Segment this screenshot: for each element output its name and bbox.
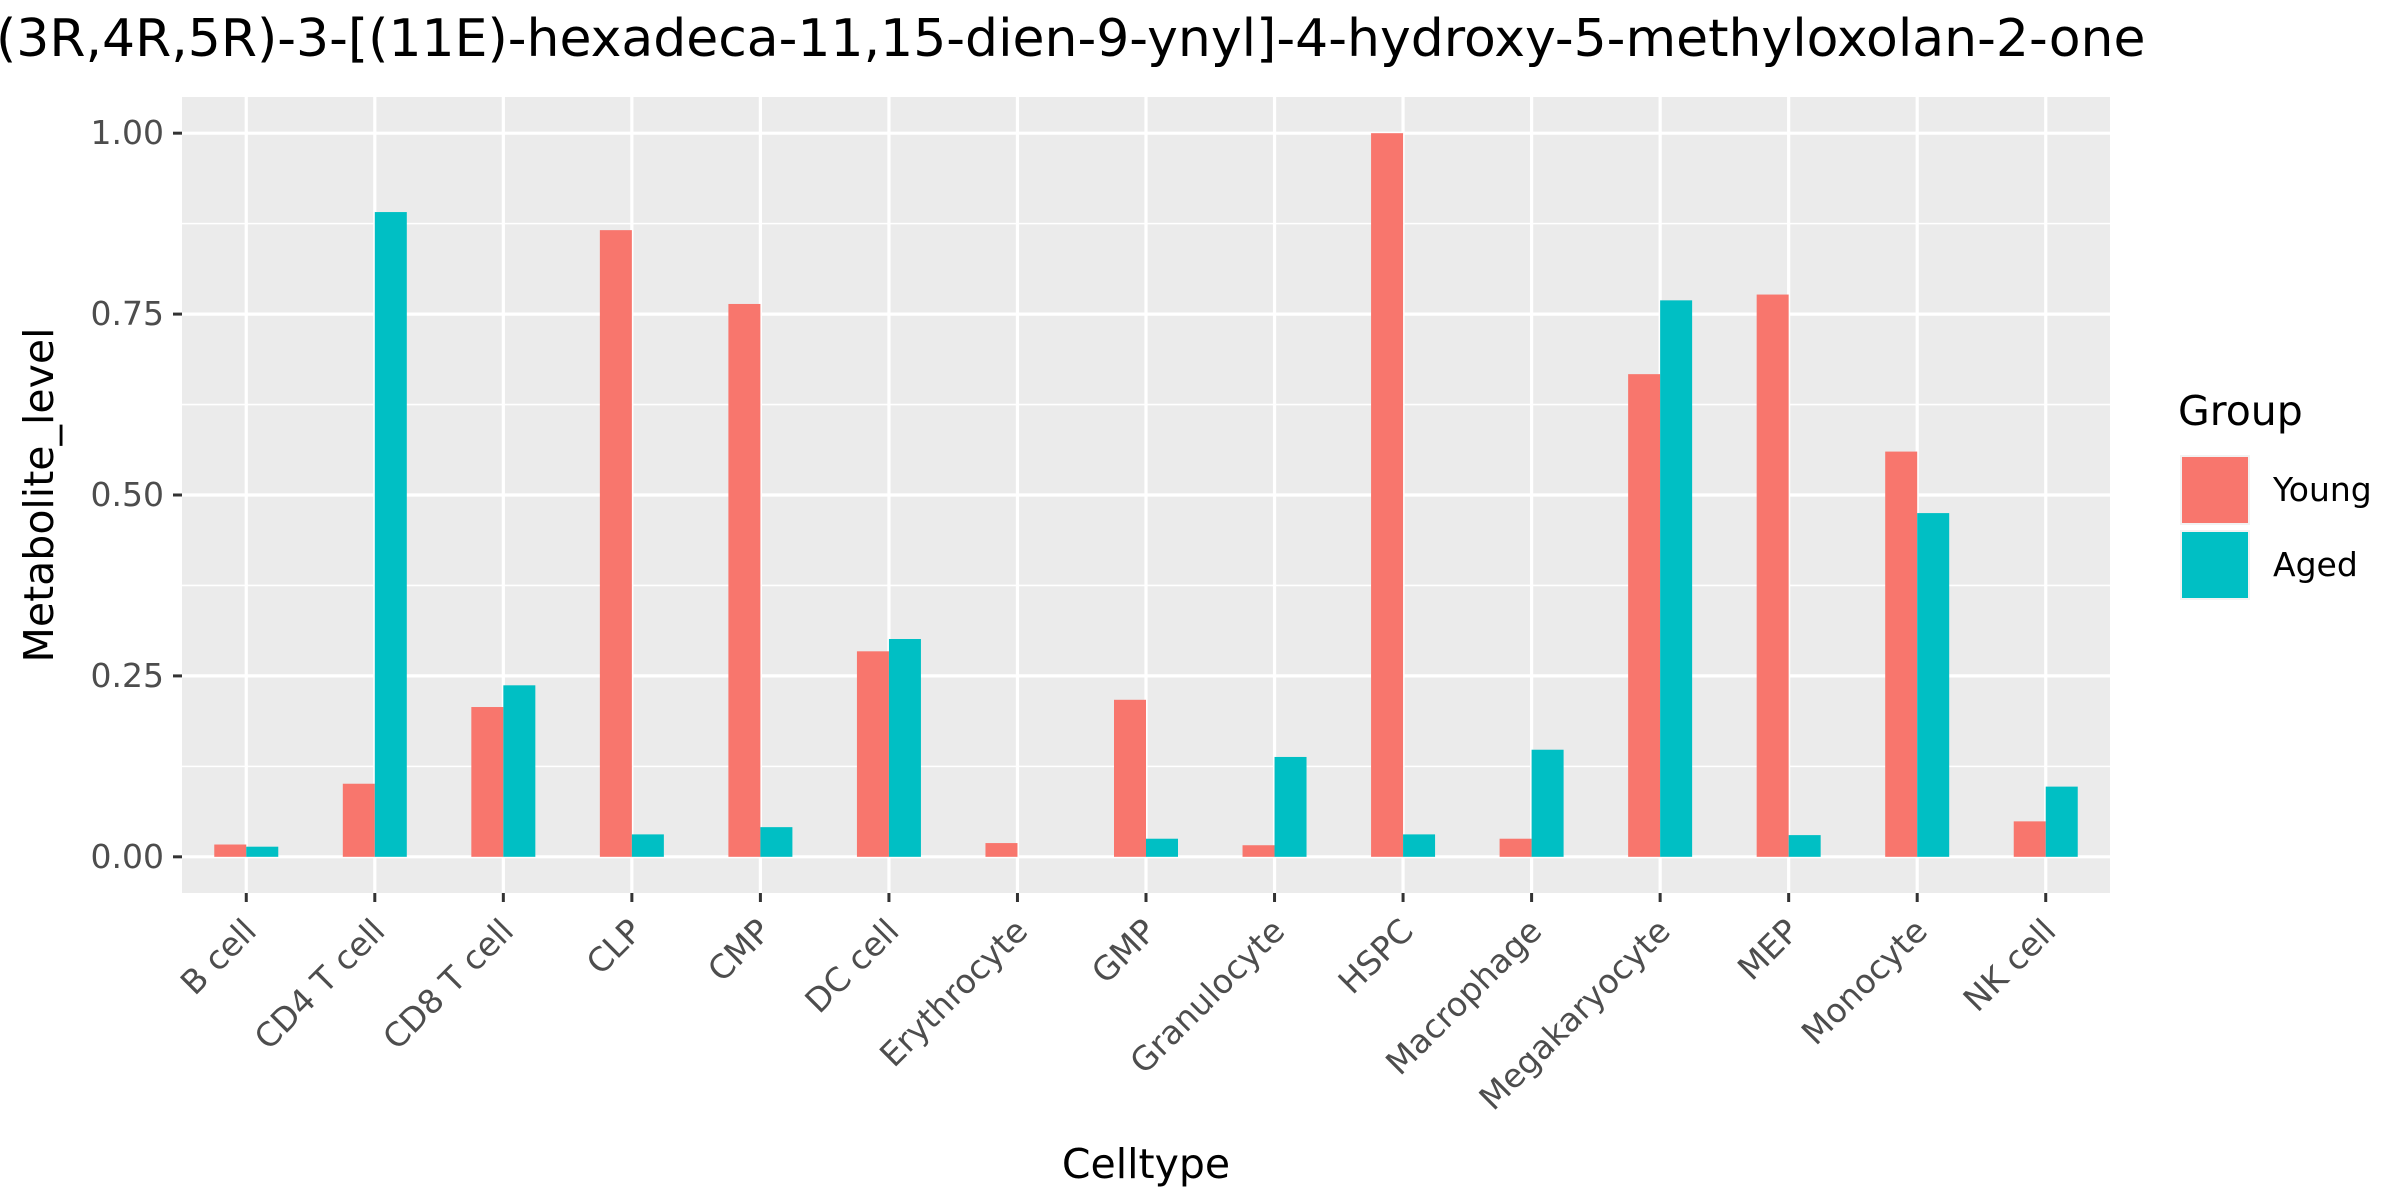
y-tick-label: 0.50 bbox=[91, 475, 164, 514]
y-axis: 0.00 0.25 0.50 0.75 1.00 bbox=[91, 113, 182, 876]
bar-young-cd8-t-cell bbox=[471, 707, 504, 857]
bar-aged-cmp bbox=[760, 827, 793, 857]
legend-title: Group bbox=[2178, 387, 2303, 435]
x-axis-title: Celltype bbox=[1062, 1140, 1230, 1188]
bar-aged-clp bbox=[631, 834, 664, 857]
bar-aged-monocyte bbox=[1917, 513, 1950, 857]
x-tick-label: CD8 T cell bbox=[375, 911, 521, 1057]
x-tick-label: DC cell bbox=[797, 911, 906, 1020]
legend-key-aged bbox=[2182, 532, 2248, 598]
bar-young-megakaryocyte bbox=[1628, 374, 1661, 857]
bars bbox=[214, 133, 2078, 857]
legend: Group Young Aged bbox=[2178, 387, 2372, 600]
bar-aged-gmp bbox=[1146, 838, 1178, 857]
x-tick-label: GMP bbox=[1084, 911, 1164, 991]
legend-label-young: Young bbox=[2272, 470, 2372, 509]
y-tick-label: 0.25 bbox=[91, 656, 164, 695]
legend-label-aged: Aged bbox=[2273, 545, 2358, 584]
y-tick-label: 0.00 bbox=[91, 837, 164, 876]
bar-young-nk-cell bbox=[2013, 821, 2046, 857]
legend-key-young bbox=[2182, 457, 2248, 523]
bar-young-erythrocyte bbox=[985, 843, 1018, 857]
bar-young-gmp bbox=[1114, 699, 1146, 857]
bar-aged-dc-cell bbox=[888, 639, 921, 857]
bar-aged-cd4-t-cell bbox=[374, 212, 407, 857]
bar-young-granulocyte bbox=[1242, 845, 1275, 857]
y-tick-label: 0.75 bbox=[91, 294, 164, 333]
y-tick-label: 1.00 bbox=[91, 113, 164, 152]
bar-young-clp bbox=[599, 230, 632, 857]
bar-young-monocyte bbox=[1885, 451, 1918, 857]
bar-aged-mep bbox=[1788, 835, 1821, 857]
chart-title: (3R,4R,5R)-3-[(11E)-hexadeca-11,15-dien-… bbox=[0, 9, 2145, 69]
x-tick-label: Monocyte bbox=[1794, 911, 1935, 1052]
bar-aged-megakaryocyte bbox=[1660, 300, 1693, 857]
x-tick-label: CMP bbox=[700, 911, 778, 989]
y-axis-title: Metabolite_level bbox=[15, 328, 63, 663]
x-tick-label: B cell bbox=[173, 911, 264, 1002]
bar-aged-macrophage bbox=[1531, 749, 1564, 857]
x-tick-label: NK cell bbox=[1955, 911, 2063, 1019]
x-tick-label: MEP bbox=[1730, 911, 1807, 988]
bar-young-mep bbox=[1756, 294, 1789, 857]
bar-young-macrophage bbox=[1499, 838, 1532, 857]
bar-young-cmp bbox=[728, 303, 761, 857]
bar-young-hspc bbox=[1371, 133, 1404, 857]
x-tick-label: HSPC bbox=[1330, 911, 1420, 1001]
x-tick-label: CLP bbox=[579, 911, 650, 982]
bar-aged-b-cell bbox=[246, 846, 279, 857]
bar-aged-cd8-t-cell bbox=[503, 685, 536, 857]
bar-aged-hspc bbox=[1403, 834, 1436, 857]
bar-aged-granulocyte bbox=[1274, 756, 1307, 857]
x-tick-label: CD4 T cell bbox=[247, 911, 393, 1057]
bar-young-cd4-t-cell bbox=[342, 783, 375, 857]
bar-young-dc-cell bbox=[856, 651, 889, 857]
bar-young-b-cell bbox=[214, 844, 247, 857]
bar-aged-nk-cell bbox=[2045, 786, 2078, 857]
